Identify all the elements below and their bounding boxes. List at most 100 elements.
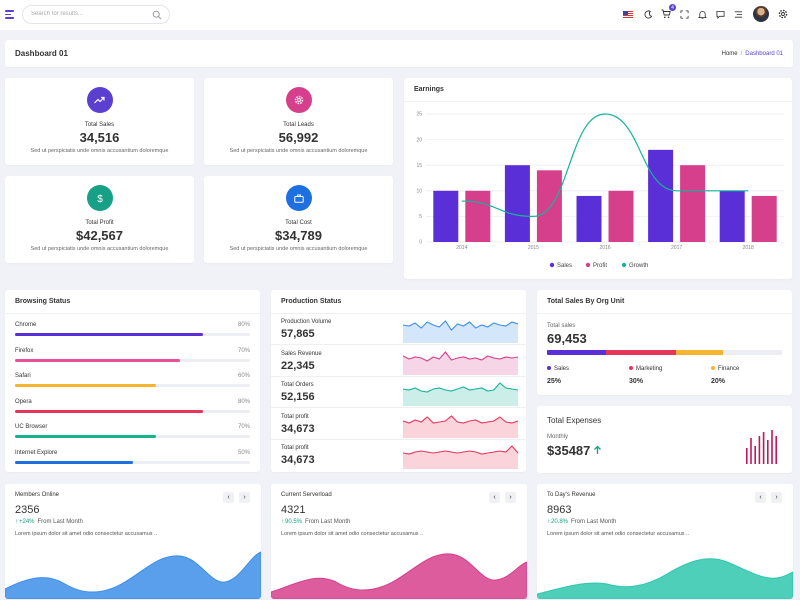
- wave-area: [271, 553, 527, 599]
- stat-card-total-cost: Total Cost $34,789 Sed ut perspiciatis u…: [204, 176, 393, 263]
- expense-bar: [762, 432, 765, 464]
- trending-up-icon: [86, 87, 113, 113]
- browser-row: UC Browser 70%: [15, 424, 250, 444]
- bar-profit[interactable]: [608, 190, 634, 242]
- metric-change: ↑20.8% From Last Month: [547, 519, 616, 525]
- arrow-up-icon: ↑: [281, 519, 284, 525]
- org-legend-item: Sales 25%: [547, 366, 569, 385]
- browser-pct: 50%: [237, 450, 250, 456]
- metric-period: From Last Month: [37, 519, 83, 525]
- stat-desc: Sed ut perspiciatis unde omnis accusanti…: [229, 246, 368, 252]
- legend-label[interactable]: Profit: [593, 263, 607, 269]
- metric-period: From Last Month: [571, 519, 617, 525]
- browser-name: Opera: [15, 398, 32, 405]
- legend-dot: [629, 366, 633, 371]
- metric-title: To Day's Revenue: [547, 492, 596, 498]
- bell-icon[interactable]: [695, 7, 709, 21]
- sparkline-chart: [403, 350, 518, 375]
- list-icon[interactable]: [731, 7, 745, 21]
- next-button[interactable]: ›: [505, 492, 516, 503]
- bar-profit[interactable]: [465, 190, 491, 242]
- expenses-period: Monthly: [547, 434, 569, 440]
- next-button[interactable]: ›: [239, 492, 250, 503]
- x-tick-label: 2014: [456, 245, 467, 251]
- legend-label[interactable]: Growth: [629, 263, 648, 269]
- browser-pct: 70%: [237, 424, 250, 431]
- bar-sales[interactable]: [719, 190, 745, 242]
- cart-icon[interactable]: [659, 7, 673, 21]
- bar-sales[interactable]: [648, 149, 674, 242]
- bar-profit[interactable]: [751, 195, 777, 242]
- bar-profit[interactable]: [536, 170, 562, 242]
- browser-pct: 70%: [237, 347, 250, 354]
- org-sales-bar: [547, 350, 782, 355]
- prev-button[interactable]: ‹: [755, 492, 766, 503]
- production-value: 34,673: [281, 454, 315, 466]
- prev-button[interactable]: ‹: [223, 492, 234, 503]
- legend-label[interactable]: Sales: [557, 263, 572, 269]
- search-input[interactable]: [31, 11, 151, 17]
- line-growth[interactable]: [461, 113, 749, 218]
- legend-dot: [585, 262, 591, 268]
- stat-desc: Sed ut perspiciatis unde omnis accusanti…: [229, 148, 368, 154]
- legend-dot: [621, 262, 627, 268]
- sparkline-chart: [403, 320, 518, 343]
- browser-name: Chrome: [15, 322, 37, 328]
- flag-icon[interactable]: [621, 7, 635, 21]
- avatar[interactable]: [753, 6, 769, 22]
- prev-button[interactable]: ‹: [489, 492, 500, 503]
- progress-fill: [15, 358, 180, 362]
- expense-bar: [750, 438, 752, 464]
- production-row: Total profit 34,673: [271, 408, 526, 440]
- gear-icon[interactable]: [776, 7, 790, 21]
- stat-label: Total Sales: [84, 122, 115, 128]
- progress-track: [15, 358, 250, 362]
- bar-sales[interactable]: [576, 195, 602, 242]
- search-box: [22, 5, 170, 24]
- fullscreen-icon[interactable]: [677, 7, 691, 21]
- progress-fill: [15, 333, 203, 336]
- y-tick-label: 10: [416, 189, 422, 195]
- org-legend-name: Sales: [554, 366, 570, 372]
- breadcrumb-current: Dashboard 01: [745, 51, 783, 57]
- stat-value: 56,992: [278, 130, 319, 145]
- divider: [537, 313, 792, 314]
- browser-row: Internet Explore 50%: [15, 450, 250, 470]
- progress-fill: [15, 384, 156, 388]
- expenses-title: Total Expenses: [547, 416, 602, 425]
- metric-change: ↑+24% From Last Month: [15, 519, 83, 525]
- production-value: 52,156: [281, 391, 315, 403]
- search-icon[interactable]: [152, 10, 162, 20]
- menu-icon[interactable]: [5, 10, 14, 19]
- progress-track: [15, 435, 250, 439]
- arrow-up-icon: ↑: [15, 519, 18, 525]
- chat-icon[interactable]: [713, 7, 727, 21]
- sparkline-chart: [403, 382, 518, 406]
- progress-track: [15, 461, 250, 464]
- divider: [5, 313, 260, 314]
- org-segment: [605, 350, 677, 355]
- stat-label: Total Leads: [283, 122, 314, 128]
- total-sales-value: 69,453: [547, 331, 587, 346]
- bar-sales[interactable]: [433, 190, 459, 242]
- next-button[interactable]: ›: [771, 492, 782, 503]
- bar-sales[interactable]: [504, 165, 530, 242]
- production-row: Total Orders 52,156: [271, 376, 526, 408]
- bar-profit[interactable]: [680, 165, 706, 242]
- metric-wave-chart: [271, 553, 527, 599]
- legend-dot: [549, 262, 555, 268]
- moon-icon[interactable]: [641, 7, 655, 21]
- sparkline-chart: [403, 445, 518, 469]
- org-legend-pct: 30%: [629, 378, 644, 385]
- top-bar: 4: [0, 0, 800, 30]
- browser-pct: 80%: [237, 322, 250, 328]
- stat-label: Total Cost: [285, 220, 312, 226]
- progress-track: [15, 384, 250, 388]
- metric-wave-chart: [537, 558, 793, 599]
- org-sales-title: Total Sales By Org Unit: [547, 298, 625, 305]
- breadcrumb-home[interactable]: Home: [721, 51, 738, 57]
- stat-card-total-leads: Total Leads 56,992 Sed ut perspiciatis u…: [204, 78, 393, 165]
- browser-pct: 60%: [237, 373, 250, 380]
- browser-name: Safari: [15, 373, 31, 380]
- y-tick-label: 0: [419, 240, 422, 246]
